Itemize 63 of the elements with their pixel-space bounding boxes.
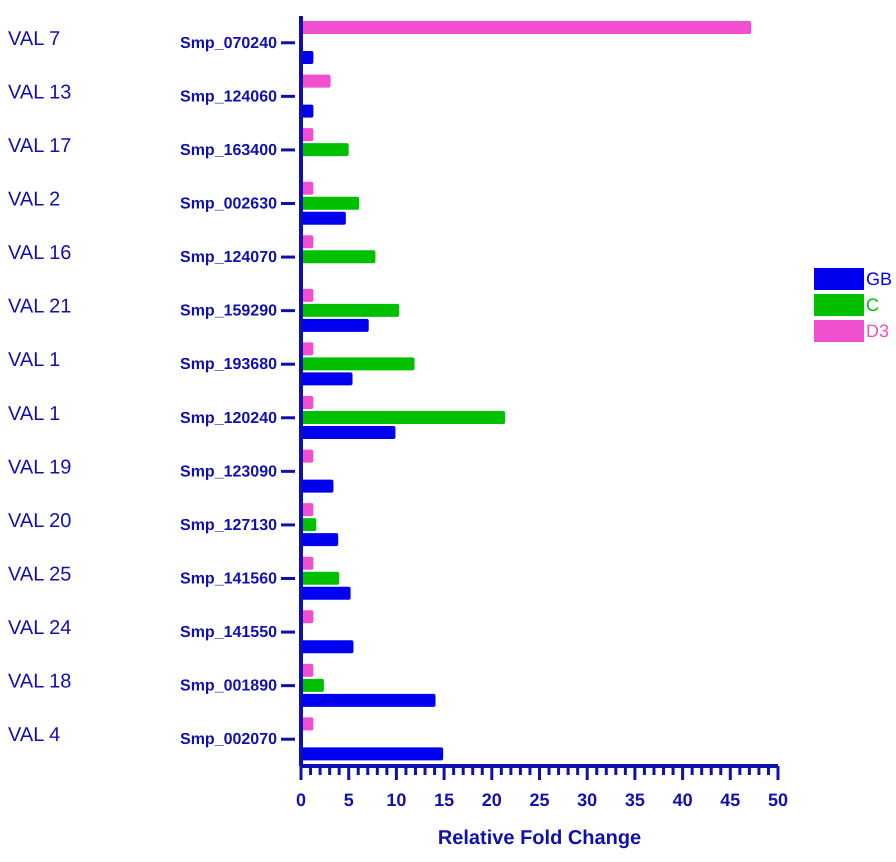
y-tick-label: Smp_124060 xyxy=(180,88,278,106)
y2-tick-label: VAL 25 xyxy=(8,564,72,586)
y-tick-label: Smp_002630 xyxy=(180,196,278,212)
bar xyxy=(301,21,752,34)
y-tick-label: Smp_141560 xyxy=(180,570,278,588)
bar xyxy=(301,372,353,386)
y-tick-label: Smp_120240 xyxy=(180,410,278,427)
bar xyxy=(301,747,444,760)
y-tick-label: Smp_124070 xyxy=(180,249,278,266)
y2-tick-label: VAL 7 xyxy=(8,28,60,50)
bar xyxy=(301,74,331,88)
x-tick-label: 30 xyxy=(577,790,598,810)
x-axis-title: Relative Fold Change xyxy=(438,827,642,849)
x-tick-label: 15 xyxy=(434,790,454,810)
y2-tick-label: VAL 16 xyxy=(8,242,72,264)
bar xyxy=(301,640,354,654)
bar xyxy=(301,304,400,317)
y2-tick-label: VAL 18 xyxy=(8,670,72,693)
x-tick-label: 25 xyxy=(529,790,550,810)
legend-label: C xyxy=(866,294,879,316)
bar xyxy=(301,694,436,707)
x-tick-label: 0 xyxy=(296,790,306,810)
bar xyxy=(301,572,340,585)
x-tick-label: 40 xyxy=(672,790,693,810)
bar xyxy=(301,426,396,439)
x-tick-label: 5 xyxy=(344,790,354,810)
bar xyxy=(301,318,369,332)
y-tick-label: Smp_163400 xyxy=(180,142,278,159)
y2-tick-label: VAL 13 xyxy=(8,81,72,104)
y2-tick-label: VAL 2 xyxy=(8,188,60,210)
y-tick-label: Smp_193680 xyxy=(180,356,278,374)
bar xyxy=(301,212,346,225)
y2-tick-label: VAL 17 xyxy=(8,134,72,157)
y-tick-label: Smp_123090 xyxy=(180,463,278,480)
y2-tick-label: VAL 24 xyxy=(8,617,72,640)
x-tick-label: 35 xyxy=(624,790,645,810)
y-tick-label: Smp_141550 xyxy=(180,624,278,642)
y-tick-label: Smp_002070 xyxy=(180,731,278,748)
bar xyxy=(301,196,360,210)
y-tick-label: Smp_001890 xyxy=(180,678,278,695)
bar xyxy=(301,480,334,493)
y2-tick-label: VAL 1 xyxy=(8,349,60,372)
legend-label: GB xyxy=(866,268,892,290)
y2-tick-label: VAL 21 xyxy=(8,296,72,318)
legend-label: D3 xyxy=(866,320,890,342)
y2-tick-label: VAL 4 xyxy=(8,724,60,746)
y2-tick-label: VAL 19 xyxy=(8,456,72,478)
bar xyxy=(301,533,338,546)
y-tick-label: Smp_159290 xyxy=(180,302,278,320)
y-tick-label: Smp_127130 xyxy=(180,516,278,534)
bar xyxy=(301,357,415,370)
bar xyxy=(301,678,324,692)
bar xyxy=(301,411,506,424)
y2-tick-label: VAL 1 xyxy=(8,402,60,425)
bar xyxy=(301,250,376,264)
y2-tick-label: VAL 20 xyxy=(8,510,72,532)
x-tick-label: 20 xyxy=(482,790,502,810)
x-tick-label: 10 xyxy=(386,790,406,810)
bar xyxy=(301,586,351,600)
y-tick-label: Smp_070240 xyxy=(180,34,278,52)
x-tick-label: 45 xyxy=(720,790,740,810)
x-tick-label: 50 xyxy=(768,790,788,810)
bar xyxy=(301,143,349,156)
